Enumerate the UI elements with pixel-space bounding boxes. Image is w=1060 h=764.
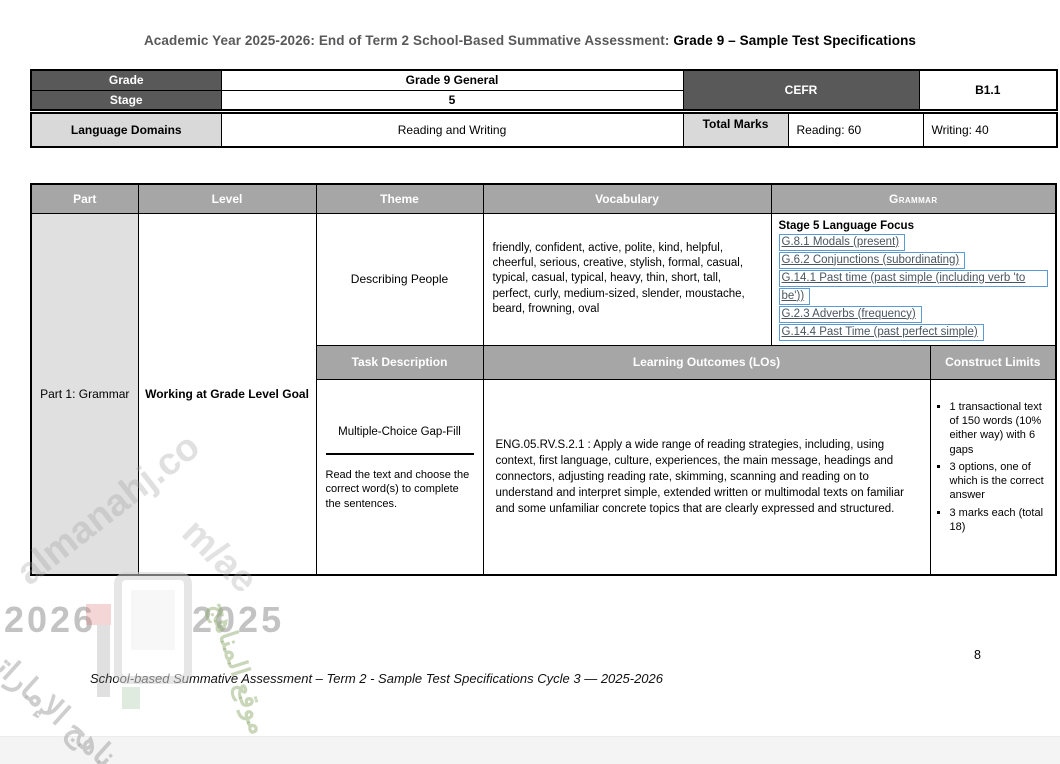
header-construct-limits: Construct Limits <box>929 344 1057 380</box>
grammar-link-row: be')) <box>778 287 1049 305</box>
watermark-year-2026: 2026 <box>4 599 97 640</box>
level-cell: Working at Grade Level Goal <box>137 212 317 576</box>
grammar-cell: Stage 5 Language Focus G.8.1 Modals (pre… <box>770 212 1057 346</box>
construct-limits-cell: 1 transactional text of 150 words (10% e… <box>929 378 1057 576</box>
table-row: Stage 5 <box>30 89 1057 111</box>
almanahj-logo <box>80 560 200 715</box>
grade-value-cell: Grade 9 General <box>220 69 684 91</box>
page-title: Academic Year 2025-2026: End of Term 2 S… <box>0 33 1060 48</box>
task-content-row: Multiple-Choice Gap-Fill Read the text a… <box>31 378 1057 576</box>
learning-outcome-cell: ENG.05.RV.S.2.1 : Apply a wide range of … <box>482 378 931 576</box>
header-level: Level <box>137 183 317 214</box>
watermark-arabic-green: موقع المناهج <box>203 598 275 738</box>
task-separator-line <box>325 452 474 455</box>
task-header-row: Task Description Learning Outcomes (LOs)… <box>31 344 1057 380</box>
construct-limit-item: 1 transactional text of 150 words (10% e… <box>950 400 1052 457</box>
grammar-link-row: G.14.4 Past Time (past perfect simple) <box>778 323 1049 341</box>
grade-label-cell: Grade <box>30 69 222 91</box>
construct-limits-list: 1 transactional text of 150 words (10% e… <box>935 400 1052 535</box>
table-row: Grade Grade 9 General CEFR B1.1 <box>30 69 1058 111</box>
reading-marks-cell: Reading: 60 <box>787 112 924 148</box>
page-title-prefix: Academic Year 2025-2026: End of Term 2 S… <box>143 33 674 48</box>
cefr-value-cell: B1.1 <box>918 69 1058 111</box>
header-part: Part <box>30 183 139 214</box>
grammar-link[interactable]: G.14.1 Past time (past simple (including… <box>778 269 1049 287</box>
cefr-label-cell: CEFR <box>682 69 920 111</box>
construct-limit-item: 3 options, one of which is the correct a… <box>950 460 1052 503</box>
grammar-link-row: G.6.2 Conjunctions (subordinating) <box>778 251 1049 269</box>
grammar-link[interactable]: G.14.4 Past Time (past perfect simple) <box>778 323 984 341</box>
test-spec-table: Part Level Theme Vocabulary Grammar Part… <box>30 183 1058 577</box>
grammar-link[interactable]: G.6.2 Conjunctions (subordinating) <box>778 251 966 269</box>
vocabulary-cell: friendly, confident, active, polite, kin… <box>482 212 772 346</box>
table-row: Language Domains Reading and Writing Tot… <box>30 112 1058 148</box>
part-cell: Part 1: Grammar <box>30 212 139 576</box>
language-domains-value-cell: Reading and Writing <box>220 112 684 148</box>
grammar-heading: Stage 5 Language Focus <box>778 219 914 232</box>
construct-limit-item: 3 marks each (total 18) <box>950 506 1052 535</box>
logo-tablet-shape <box>114 572 192 684</box>
header-vocabulary: Vocabulary <box>482 183 772 214</box>
grammar-link-continuation[interactable]: be')) <box>778 287 811 305</box>
grammar-link[interactable]: G.2.3 Adverbs (frequency) <box>778 305 922 323</box>
header-task-description: Task Description <box>315 344 484 380</box>
header-grammar: Grammar <box>770 183 1057 214</box>
watermark-year-2025: 2025 <box>192 599 285 640</box>
language-domains-label-cell: Language Domains <box>30 112 222 148</box>
language-domains-table: Language Domains Reading and Writing Tot… <box>30 112 1058 148</box>
total-marks-label-cell: Total Marks <box>682 112 789 148</box>
grammar-link[interactable]: G.8.1 Modals (present) <box>778 233 906 251</box>
task-instructions: Read the text and choose the correct wor… <box>325 468 470 511</box>
logo-flag-pole-shape <box>97 625 110 697</box>
theme-cell: Describing People <box>315 212 484 346</box>
bottom-strip <box>0 736 1060 764</box>
header-theme: Theme <box>315 183 484 214</box>
page-title-emphasis: Grade 9 – Sample Test Specifications <box>673 33 917 48</box>
page-number: 8 <box>974 648 981 662</box>
task-description-cell: Multiple-Choice Gap-Fill Read the text a… <box>315 378 484 576</box>
logo-flag-red-shape <box>86 604 111 625</box>
logo-tablet-screen-shape <box>131 590 175 650</box>
grammar-link-row: G.8.1 Modals (present) <box>778 233 1049 251</box>
header-learning-outcomes: Learning Outcomes (LOs) <box>482 344 931 380</box>
logo-flag-green-shape <box>122 687 140 709</box>
task-title: Multiple-Choice Gap-Fill <box>338 425 461 438</box>
spec-header-row: Part Level Theme Vocabulary Grammar <box>30 183 1057 214</box>
grammar-link-row: G.2.3 Adverbs (frequency) <box>778 305 1049 323</box>
theme-vocab-grammar-row: Part 1: Grammar Working at Grade Level G… <box>30 212 1057 576</box>
stage-label-cell: Stage <box>30 89 222 111</box>
grammar-link-row: G.14.1 Past time (past simple (including… <box>778 269 1049 287</box>
writing-marks-cell: Writing: 40 <box>922 112 1058 148</box>
stage-value-cell: 5 <box>220 89 684 111</box>
grade-info-table: Grade Grade 9 General CEFR B1.1 Stage 5 <box>30 69 1058 111</box>
footer-note: School-based Summative Assessment – Term… <box>90 671 663 686</box>
